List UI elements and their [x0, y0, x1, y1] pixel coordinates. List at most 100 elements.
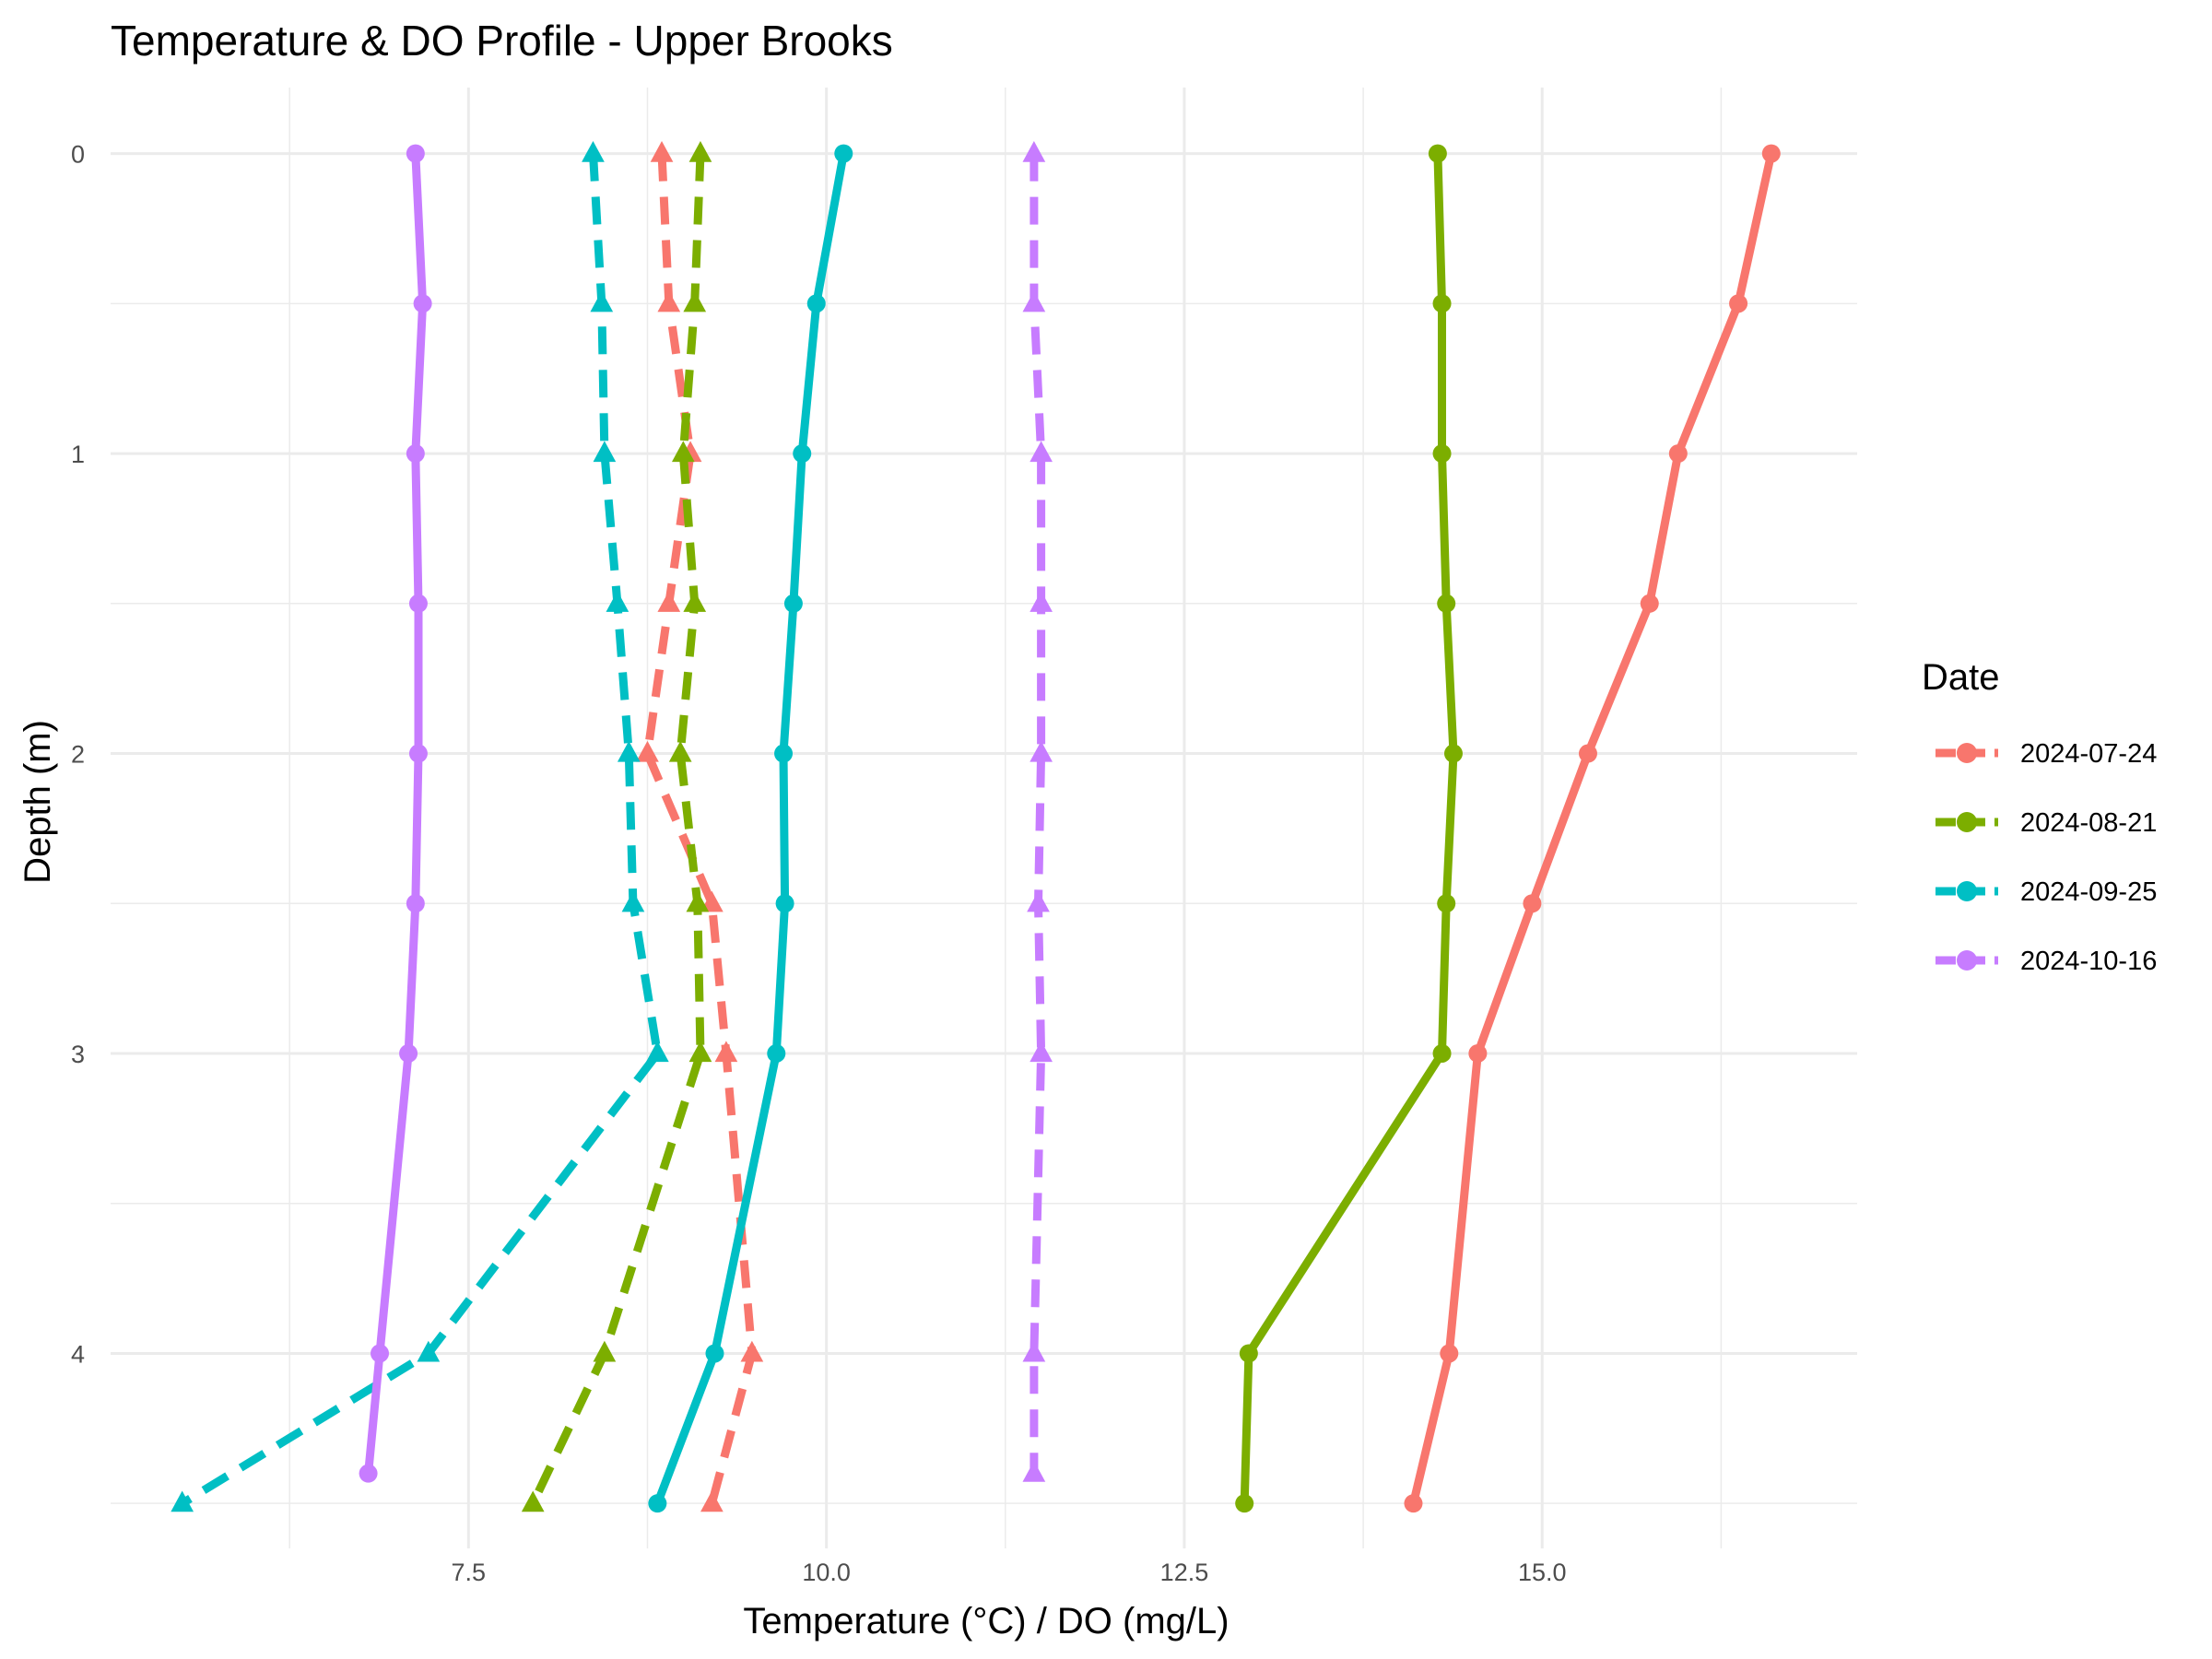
- data-point: [714, 1041, 738, 1063]
- y-tick-label: 0: [71, 141, 85, 169]
- y-tick-label: 3: [71, 1041, 85, 1068]
- data-point: [1022, 1460, 1046, 1482]
- data-point: [646, 1041, 669, 1063]
- data-point: [1030, 740, 1053, 762]
- series-2024-10-16-temperature: [359, 144, 432, 1483]
- series-2024-08-21-DO: [521, 140, 712, 1512]
- data-point: [406, 894, 425, 913]
- y-axis-ticks: 0 1 2 3 4: [71, 141, 85, 1369]
- data-point: [793, 444, 812, 464]
- data-point: [606, 591, 629, 612]
- data-point: [408, 594, 428, 613]
- legend-items: 2024-07-24 2024-08-21 2024-09-25 2024-10-16: [1936, 739, 2157, 976]
- data-point: [399, 1043, 418, 1063]
- data-point: [617, 740, 641, 762]
- legend: Date 2024-07-242024-08-212024-09-252024-…: [1922, 657, 2157, 976]
- legend-key-marker: [1957, 743, 1977, 763]
- series-line: [643, 153, 757, 1505]
- series-2024-07-24-DO: [636, 140, 764, 1512]
- data-point: [1437, 594, 1456, 613]
- legend-label: 2024-09-25: [2020, 877, 2157, 907]
- series-2024-08-21-temperature: [1235, 144, 1463, 1513]
- data-point: [657, 290, 681, 312]
- y-tick-label: 1: [71, 441, 85, 468]
- data-point: [1761, 144, 1781, 163]
- data-point: [1022, 140, 1046, 162]
- data-point: [1030, 591, 1053, 612]
- series-line: [529, 153, 705, 1506]
- data-point: [521, 1490, 545, 1512]
- data-point: [683, 290, 707, 312]
- data-point: [688, 1041, 712, 1063]
- legend-title: Date: [1922, 657, 2000, 698]
- series-line: [1240, 153, 1458, 1504]
- series-line: [1030, 153, 1046, 1474]
- data-point: [417, 1340, 441, 1362]
- data-point: [1523, 894, 1542, 913]
- x-tick-label: 10.0: [802, 1559, 851, 1586]
- y-axis-title: Depth (m): [18, 720, 58, 884]
- data-point: [1239, 1344, 1258, 1363]
- data-point: [408, 744, 428, 763]
- data-point: [648, 1494, 667, 1513]
- legend-item: 2024-10-16: [1936, 947, 2157, 976]
- data-point: [1668, 444, 1688, 464]
- data-point: [590, 290, 614, 312]
- data-point: [783, 594, 803, 613]
- legend-key-marker: [1957, 950, 1977, 971]
- data-point: [621, 890, 645, 912]
- data-point: [1432, 1043, 1452, 1063]
- data-point: [1729, 294, 1748, 313]
- legend-item: 2024-09-25: [1936, 877, 2157, 907]
- x-tick-label: 12.5: [1160, 1559, 1209, 1586]
- data-point: [1030, 1041, 1053, 1063]
- data-point: [1235, 1494, 1254, 1513]
- data-point: [1640, 594, 1659, 613]
- legend-item: 2024-08-21: [1936, 808, 2157, 838]
- data-point: [371, 1344, 390, 1363]
- legend-item: 2024-07-24: [1936, 739, 2157, 769]
- series-2024-09-25-temperature: [648, 144, 853, 1513]
- legend-label: 2024-07-24: [2020, 739, 2157, 769]
- data-point: [775, 894, 794, 913]
- data-point: [1022, 290, 1046, 312]
- data-point: [686, 890, 710, 912]
- data-point: [705, 1344, 724, 1363]
- legend-key-marker: [1957, 881, 1977, 901]
- x-axis-title: Temperature (°C) / DO (mg/L): [743, 1601, 1229, 1641]
- data-point: [1027, 890, 1050, 912]
- x-tick-label: 15.0: [1518, 1559, 1567, 1586]
- data-point: [1432, 444, 1452, 464]
- data-point: [636, 740, 659, 762]
- data-point: [1428, 144, 1447, 163]
- data-point: [593, 1340, 617, 1362]
- data-point: [359, 1464, 378, 1483]
- series-line: [364, 153, 428, 1475]
- data-point: [1030, 441, 1053, 463]
- data-point: [774, 744, 794, 763]
- data-point: [683, 591, 707, 612]
- data-point: [657, 591, 681, 612]
- y-tick-label: 2: [71, 741, 85, 769]
- data-point: [806, 294, 826, 313]
- data-point: [671, 441, 695, 463]
- data-point: [1440, 1344, 1459, 1363]
- data-point: [1578, 744, 1597, 763]
- data-point: [1443, 744, 1463, 763]
- legend-label: 2024-08-21: [2020, 808, 2157, 838]
- data-point: [740, 1340, 764, 1362]
- data-point: [668, 740, 692, 762]
- series-line: [180, 153, 662, 1508]
- data-point: [593, 441, 617, 463]
- data-point: [406, 444, 425, 464]
- data-point: [834, 144, 853, 163]
- series-2024-10-16-DO: [1022, 140, 1053, 1482]
- data-point: [688, 140, 712, 162]
- data-point: [171, 1490, 194, 1512]
- data-point: [700, 890, 724, 912]
- legend-label: 2024-10-16: [2020, 947, 2157, 976]
- data-point: [767, 1043, 786, 1063]
- series-line: [1409, 152, 1776, 1505]
- data-point: [1404, 1494, 1423, 1513]
